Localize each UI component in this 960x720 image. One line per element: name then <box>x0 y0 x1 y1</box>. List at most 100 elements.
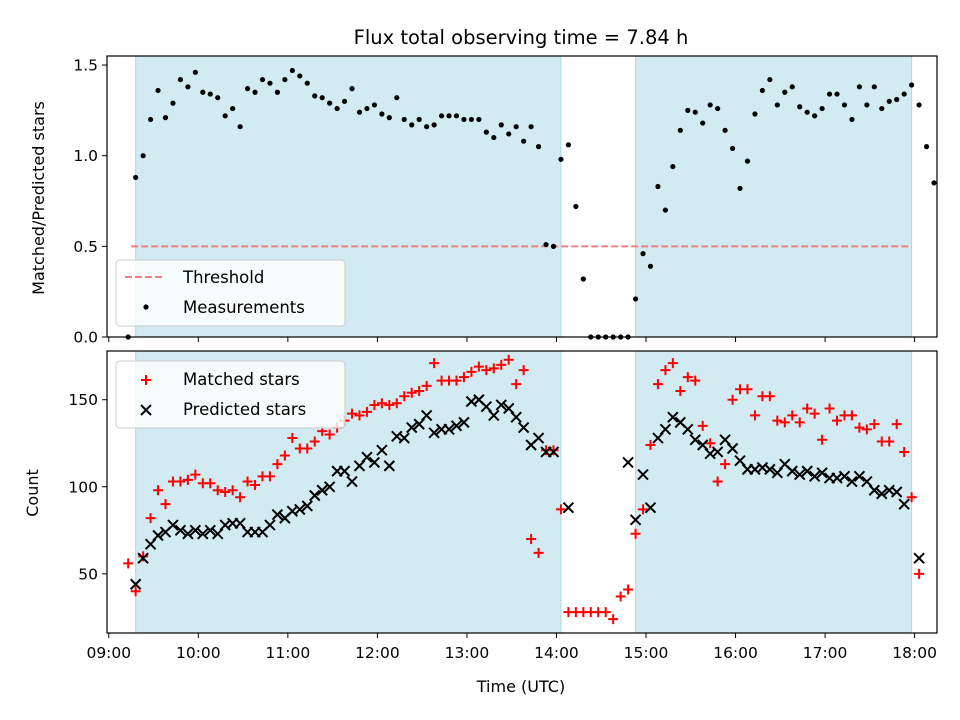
measurement-point <box>140 153 146 159</box>
predicted-star-point <box>794 468 806 481</box>
measurement-point <box>438 113 445 119</box>
matched-star-point <box>749 410 760 421</box>
matched-star-point <box>809 408 820 419</box>
measurement-point <box>715 105 721 112</box>
measurement-point <box>573 203 579 210</box>
measurement-point <box>371 102 378 108</box>
measurement-point <box>692 109 698 115</box>
matched-star-point <box>153 485 164 496</box>
predicted-star-point <box>562 501 575 514</box>
matched-star-point <box>615 591 626 602</box>
measurement-point <box>886 98 892 104</box>
predicted-star-point <box>689 434 701 446</box>
measurement-point <box>483 129 489 135</box>
matched-star-point <box>645 440 656 450</box>
measurement-point <box>722 127 728 133</box>
predicted-star-point <box>913 552 925 564</box>
measurement-point <box>334 105 340 112</box>
matched-star-point <box>600 607 611 618</box>
matched-star-point <box>772 415 783 426</box>
measurement-point <box>797 104 803 110</box>
measurement-point <box>185 84 191 90</box>
measurement-point <box>222 113 228 119</box>
measurement-point <box>267 80 273 86</box>
measurement-point <box>737 185 743 191</box>
matched-star-point <box>272 459 283 470</box>
matched-star-point <box>503 354 514 365</box>
predicted-star-point <box>376 444 388 456</box>
matched-star-point <box>526 534 537 544</box>
matched-star-point <box>123 558 134 569</box>
measurement-point <box>461 116 467 123</box>
measurement-point <box>812 113 818 119</box>
predicted-star-point <box>659 423 672 436</box>
matched-star-point <box>511 379 522 390</box>
predicted-star-point <box>517 421 530 434</box>
legend-threshold-label: Threshold <box>182 268 264 287</box>
measurement-point <box>259 76 266 83</box>
matched-star-point <box>473 361 484 372</box>
matched-star-point <box>361 406 372 417</box>
measurement-point <box>230 105 236 112</box>
measurement-point <box>916 102 922 108</box>
measurement-point <box>192 69 198 75</box>
predicted-star-point <box>182 528 194 540</box>
measurement-point <box>841 102 848 108</box>
matched-star-point <box>451 375 462 386</box>
matched-star-point <box>914 568 925 579</box>
matched-star-point <box>660 365 671 376</box>
legend-matched-swatch <box>141 375 151 385</box>
measurement-point <box>677 127 683 133</box>
measurement-point <box>252 89 258 95</box>
measurement-point <box>147 116 154 123</box>
predicted-star-point <box>510 411 522 423</box>
measurement-point <box>349 86 355 92</box>
x-tick-label: 13:00 <box>445 644 490 662</box>
measurement-point <box>133 174 139 181</box>
measurement-point <box>879 105 885 112</box>
matched-star-point <box>399 391 410 402</box>
predicted-star-point <box>398 432 410 444</box>
measurement-point <box>356 109 363 115</box>
matched-star-point <box>518 365 529 376</box>
x-tick-label: 18:00 <box>892 644 937 662</box>
predicted-star-point <box>853 470 866 483</box>
matched-star-point <box>884 436 895 447</box>
measurement-point <box>327 100 333 106</box>
measurement-point <box>759 87 766 94</box>
y-tick-label: 150 <box>68 391 98 409</box>
measurement-point <box>215 95 221 101</box>
matched-star-point <box>324 429 335 440</box>
measurement-point <box>909 82 915 88</box>
measurement-point <box>282 76 288 83</box>
measurement-point <box>565 142 572 148</box>
matched-star-point <box>205 478 216 489</box>
predicted-star-point <box>406 421 418 434</box>
measurement-point <box>782 89 788 95</box>
predicted-star-point <box>838 470 851 483</box>
predicted-star-point <box>428 427 440 439</box>
measurement-point <box>431 122 437 128</box>
matched-star-point <box>638 504 649 515</box>
measurement-point <box>379 111 385 117</box>
predicted-star-point <box>532 432 545 444</box>
legend-predicted-label: Predicted stars <box>183 400 306 419</box>
bottom-chart-series-2 <box>129 394 925 590</box>
y-tick-label: 1.0 <box>73 147 98 165</box>
predicted-star-point <box>458 416 470 429</box>
matched-star-point <box>652 379 663 390</box>
predicted-star-point <box>547 446 560 458</box>
measurement-point <box>513 124 519 130</box>
y-tick-label: 50 <box>78 565 98 583</box>
x-tick-label: 12:00 <box>355 644 400 662</box>
predicted-star-point <box>488 409 500 422</box>
measurement-point <box>274 89 281 95</box>
matched-star-point <box>302 443 313 454</box>
measurement-point <box>640 251 646 257</box>
predicted-star-point <box>764 463 776 476</box>
matched-star-point <box>742 384 753 395</box>
measurement-point <box>200 89 206 95</box>
bottom-chart-observing-span-2 <box>635 350 913 634</box>
matched-star-point <box>384 399 395 410</box>
measurement-point <box>491 134 497 141</box>
